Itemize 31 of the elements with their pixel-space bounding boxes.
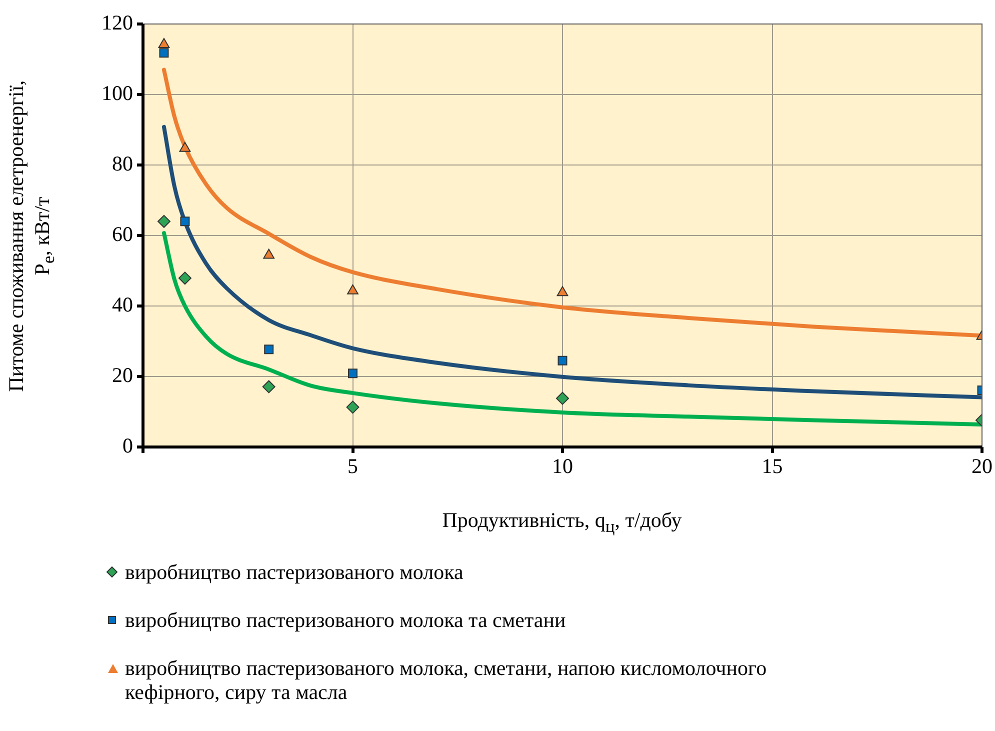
- point: [179, 142, 191, 152]
- point: [348, 368, 358, 378]
- line-series: [162, 124, 982, 400]
- y-tick-label: 40: [112, 292, 133, 317]
- point: [264, 344, 274, 354]
- point: [262, 380, 276, 394]
- point: [180, 216, 190, 226]
- y-tick-label: 80: [112, 152, 133, 176]
- y-tick-label: 20: [112, 363, 133, 388]
- x-tick-label: 15: [762, 454, 783, 478]
- x-tick-label: 5: [348, 454, 358, 478]
- point: [556, 392, 569, 405]
- point: [178, 272, 192, 285]
- legend-label: виробництво пастеризованого молока, сметани, напою кисломолочного кефірного, сиру та масла: [125, 656, 768, 704]
- y-tick-label: 100: [102, 81, 133, 106]
- x-tick-label: 20: [972, 454, 992, 478]
- y-tick-label: 60: [112, 222, 133, 246]
- point: [347, 284, 358, 294]
- point: [558, 356, 568, 366]
- legend-label: виробництво пастеризованого молока та сметани: [125, 608, 566, 632]
- y-tick-label: 120: [102, 10, 133, 35]
- point: [157, 214, 170, 228]
- point: [158, 38, 170, 48]
- point: [346, 400, 360, 414]
- x-tick-label: 10: [552, 454, 573, 478]
- legend-label: виробництво пастеризованого молока: [125, 560, 464, 584]
- x-axis-title: Продуктивність, q$_{ц}$, т/добу: [442, 508, 682, 538]
- y-tick-label: 0: [122, 434, 133, 458]
- line-series: [162, 231, 982, 426]
- point: [263, 248, 275, 259]
- point: [556, 286, 568, 296]
